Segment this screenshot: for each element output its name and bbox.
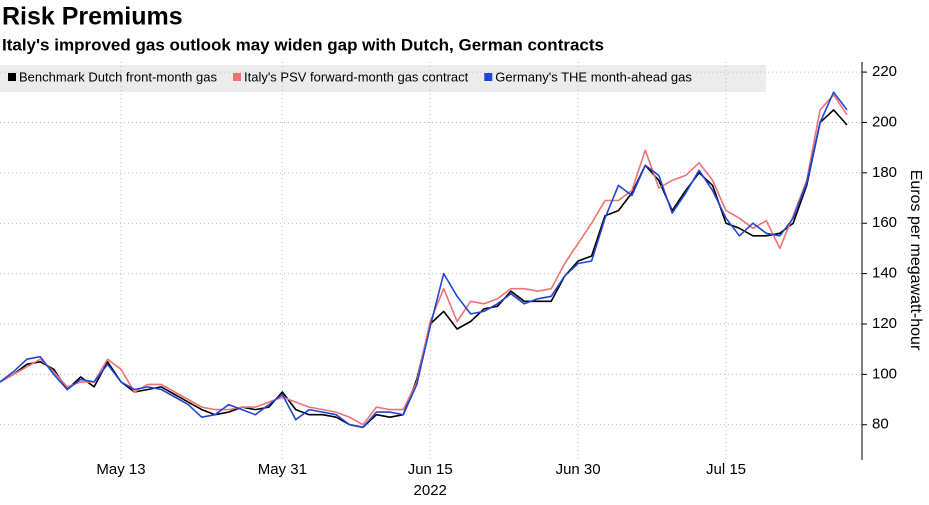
series-line — [0, 93, 848, 426]
x-tick-label: Jul 15 — [706, 461, 746, 478]
x-tick-label: May 13 — [96, 461, 145, 478]
chart-subtitle: Italy's improved gas outlook may widen g… — [2, 35, 604, 54]
y-tick-label: 100 — [872, 365, 897, 382]
legend-swatch — [484, 73, 493, 81]
year-label: 2022 — [414, 482, 447, 499]
x-tick-label: Jun 30 — [556, 461, 601, 478]
legend-box — [0, 65, 766, 92]
y-tick-label: 200 — [872, 113, 897, 130]
x-tick-label: May 31 — [258, 461, 307, 478]
y-tick-label: 120 — [872, 315, 897, 332]
legend-label: Germany's THE month-ahead gas — [495, 69, 692, 84]
y-tick-label: 160 — [872, 214, 897, 231]
y-tick-label: 80 — [872, 416, 889, 433]
y-tick-label: 180 — [872, 164, 897, 181]
legend-label: Italy's PSV forward-month gas contract — [244, 69, 469, 84]
y-tick-label: 220 — [872, 63, 897, 80]
legend-label: Benchmark Dutch front-month gas — [19, 69, 217, 84]
legend-swatch — [232, 73, 241, 81]
y-tick-label: 140 — [872, 265, 897, 282]
y-axis-label: Euros per megawatt-hour — [907, 170, 924, 351]
x-tick-label: Jun 15 — [408, 461, 453, 478]
chart-title: Risk Premiums — [2, 3, 183, 31]
legend-swatch — [8, 73, 16, 81]
series-line — [0, 91, 848, 429]
